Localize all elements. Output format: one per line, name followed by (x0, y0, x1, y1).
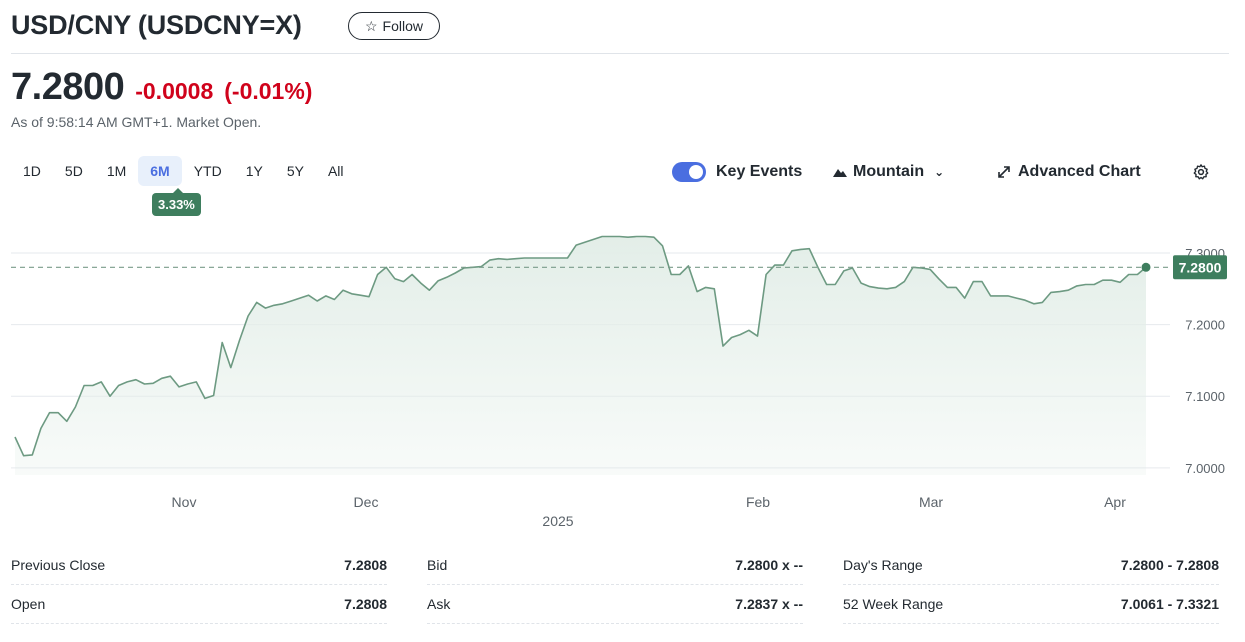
stat-previous-close: Previous Close 7.2808 (11, 546, 387, 585)
follow-label: Follow (382, 18, 424, 34)
chevron-down-icon: ⌄ (934, 165, 945, 179)
range-all[interactable]: All (327, 163, 344, 179)
advanced-chart-button[interactable]: Advanced Chart (997, 158, 1141, 186)
price-chart[interactable]: 7.0000 7.1000 7.2000 7.3000 7.2800 Nov Dec 20… (0, 200, 1245, 540)
gear-icon (1193, 164, 1209, 180)
stat-label: Bid (427, 557, 448, 573)
stat-52-week-range: 52 Week Range 7.0061 - 7.3321 (843, 585, 1219, 624)
stat-value: 7.2808 (344, 557, 387, 573)
reference-price-badge (1173, 255, 1227, 280)
stat-label: Ask (427, 596, 451, 612)
stats-column-1: Previous Close 7.2808 Open 7.2808 (11, 546, 387, 624)
range-1d[interactable]: 1D (23, 163, 41, 179)
range-5d[interactable]: 5D (64, 163, 83, 179)
stat-label: Day's Range (843, 557, 923, 573)
price-change-percent: (-0.01%) (224, 78, 313, 104)
y-tick-label: 7.1000 (1185, 389, 1225, 404)
range-change-badge: 3.33% (152, 188, 201, 216)
mountain-icon (833, 169, 847, 177)
key-events-toggle[interactable] (672, 162, 706, 182)
stat-bid: Bid 7.2800 x -- (427, 546, 803, 585)
stat-value: 7.2808 (344, 596, 387, 612)
follow-button[interactable]: ☆ Follow (348, 12, 440, 40)
stat-label: 52 Week Range (843, 596, 944, 612)
chart-settings-button[interactable] (1192, 158, 1210, 186)
stat-value: 7.2800 x -- (735, 557, 803, 573)
last-price-point[interactable] (1141, 262, 1151, 272)
quote-summary: 7.2800 -0.0008 (-0.01%) (11, 66, 312, 109)
price-change: -0.0008 (135, 78, 214, 104)
page-header: USD/CNY (USDCNY=X) ☆ Follow (11, 8, 1229, 54)
x-tick-label: Feb (746, 494, 770, 510)
range-1m[interactable]: 1M (106, 163, 127, 179)
x-tick-label: 2025 (542, 513, 573, 529)
star-icon: ☆ (364, 18, 378, 34)
stat-ask: Ask 7.2837 x -- (427, 585, 803, 624)
range-ytd[interactable]: YTD (193, 163, 222, 179)
x-tick-label: Apr (1104, 494, 1126, 510)
chart-type-label: Mountain (853, 163, 925, 180)
range-5y[interactable]: 5Y (286, 163, 304, 179)
range-1y[interactable]: 1Y (245, 163, 263, 179)
y-tick-label: 7.0000 (1185, 461, 1225, 476)
stat-label: Previous Close (11, 557, 106, 573)
stats-column-2: Bid 7.2800 x -- Ask 7.2837 x -- (427, 546, 803, 624)
x-tick-label: Dec (354, 494, 379, 510)
range-selector: 1D 5D 1M 6M YTD 1Y 5Y All (11, 156, 356, 186)
key-events-label: Key Events (716, 163, 803, 180)
y-tick-label: 7.2000 (1185, 318, 1225, 333)
stat-days-range: Day's Range 7.2800 - 7.2808 (843, 546, 1219, 585)
page-title: USD/CNY (USDCNY=X) (11, 10, 302, 40)
key-events-control[interactable]: Key Events (672, 158, 802, 186)
stats-column-3: Day's Range 7.2800 - 7.2808 52 Week Rang… (843, 546, 1219, 624)
stat-label: Open (11, 596, 46, 612)
stat-value: 7.2800 - 7.2808 (1120, 557, 1219, 573)
x-tick-label: Nov (172, 494, 197, 510)
chart-price-line (14, 235, 1147, 457)
stat-value: 7.0061 - 7.3321 (1120, 596, 1219, 612)
expand-icon (998, 166, 1010, 178)
market-status: As of 9:58:14 AM GMT+1. Market Open. (11, 114, 262, 130)
chart-type-dropdown[interactable]: Mountain ⌄ (833, 158, 944, 186)
stat-value: 7.2837 x -- (735, 596, 803, 612)
stat-open: Open 7.2808 (11, 585, 387, 624)
current-price: 7.2800 (11, 66, 125, 108)
reference-price-label: 7.2800 (1179, 259, 1222, 275)
advanced-chart-label: Advanced Chart (1018, 163, 1141, 180)
range-6m[interactable]: 6M (138, 156, 182, 186)
chart-area-fill (15, 236, 1146, 475)
x-tick-label: Mar (919, 494, 943, 510)
